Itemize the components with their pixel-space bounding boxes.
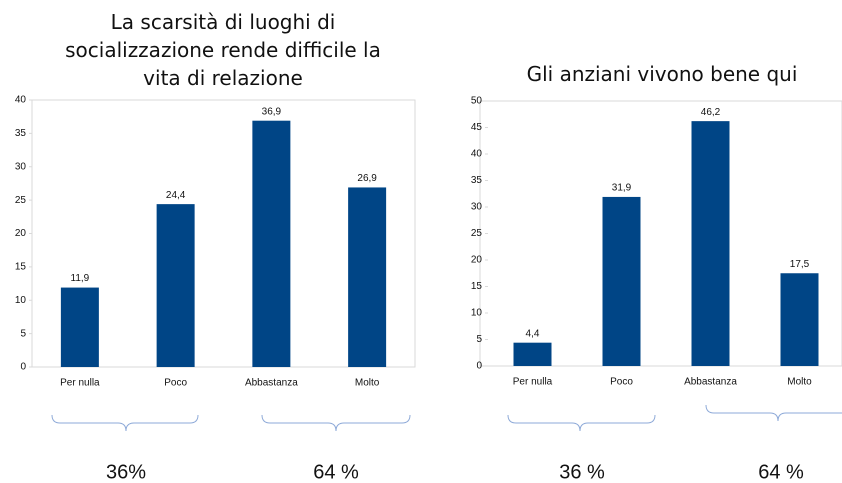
data-label: 24,4 (166, 190, 186, 201)
y-tick-label: 20 (471, 255, 483, 266)
bar (348, 187, 387, 367)
bar (252, 120, 291, 367)
bar (513, 342, 552, 366)
data-label: 4,4 (526, 328, 540, 339)
chart-title: La scarsità di luoghi di socializzazione… (65, 10, 381, 90)
brace (705, 404, 842, 422)
y-tick-label: 5 (476, 334, 482, 345)
x-tick-label: Per nulla (60, 378, 100, 389)
x-tick-label: Poco (164, 378, 187, 389)
bar (602, 196, 641, 366)
y-tick-label: 25 (15, 195, 27, 206)
data-label: 11,9 (71, 273, 90, 284)
y-tick-label: 0 (20, 362, 26, 373)
y-tick-label: 35 (471, 175, 483, 186)
y-tick-label: 10 (15, 295, 27, 306)
y-tick-label: 25 (471, 228, 483, 239)
x-tick-label: Molto (355, 378, 380, 389)
bar (60, 287, 99, 367)
x-tick-label: Poco (610, 377, 633, 388)
x-tick-label: Per nulla (513, 377, 553, 388)
annotation: 36 % (559, 461, 605, 483)
x-tick-label: Molto (787, 377, 812, 388)
chart-title: Gli anziani vivono bene qui (526, 62, 798, 86)
data-label: 31,9 (612, 183, 632, 194)
y-tick-label: 35 (15, 128, 27, 139)
y-tick-label: 30 (471, 202, 483, 213)
y-tick-label: 20 (15, 228, 27, 239)
y-tick-label: 40 (471, 149, 483, 160)
y-tick-label: 10 (471, 308, 483, 319)
brace (51, 414, 199, 432)
y-tick-label: 45 (471, 122, 483, 133)
bar (780, 273, 819, 366)
y-tick-label: 50 (471, 96, 483, 107)
annotation: 64 % (758, 461, 804, 483)
data-label: 36,9 (262, 106, 282, 117)
brace (261, 414, 411, 432)
y-tick-label: 5 (20, 328, 26, 339)
y-tick-label: 15 (471, 281, 483, 292)
bar (156, 204, 195, 367)
annotation: 64 % (313, 461, 359, 483)
x-tick-label: Abbastanza (245, 378, 298, 389)
y-tick-label: 40 (15, 95, 27, 106)
brace (507, 414, 656, 432)
y-tick-label: 15 (15, 262, 27, 273)
y-tick-label: 0 (476, 361, 482, 372)
plot-frame (479, 100, 842, 367)
bar (691, 121, 730, 366)
data-label: 46,2 (701, 107, 721, 118)
data-label: 17,5 (790, 259, 810, 270)
x-tick-label: Abbastanza (684, 377, 737, 388)
data-label: 26,9 (357, 173, 377, 184)
annotation: 36% (106, 461, 146, 483)
y-tick-label: 30 (15, 161, 27, 172)
